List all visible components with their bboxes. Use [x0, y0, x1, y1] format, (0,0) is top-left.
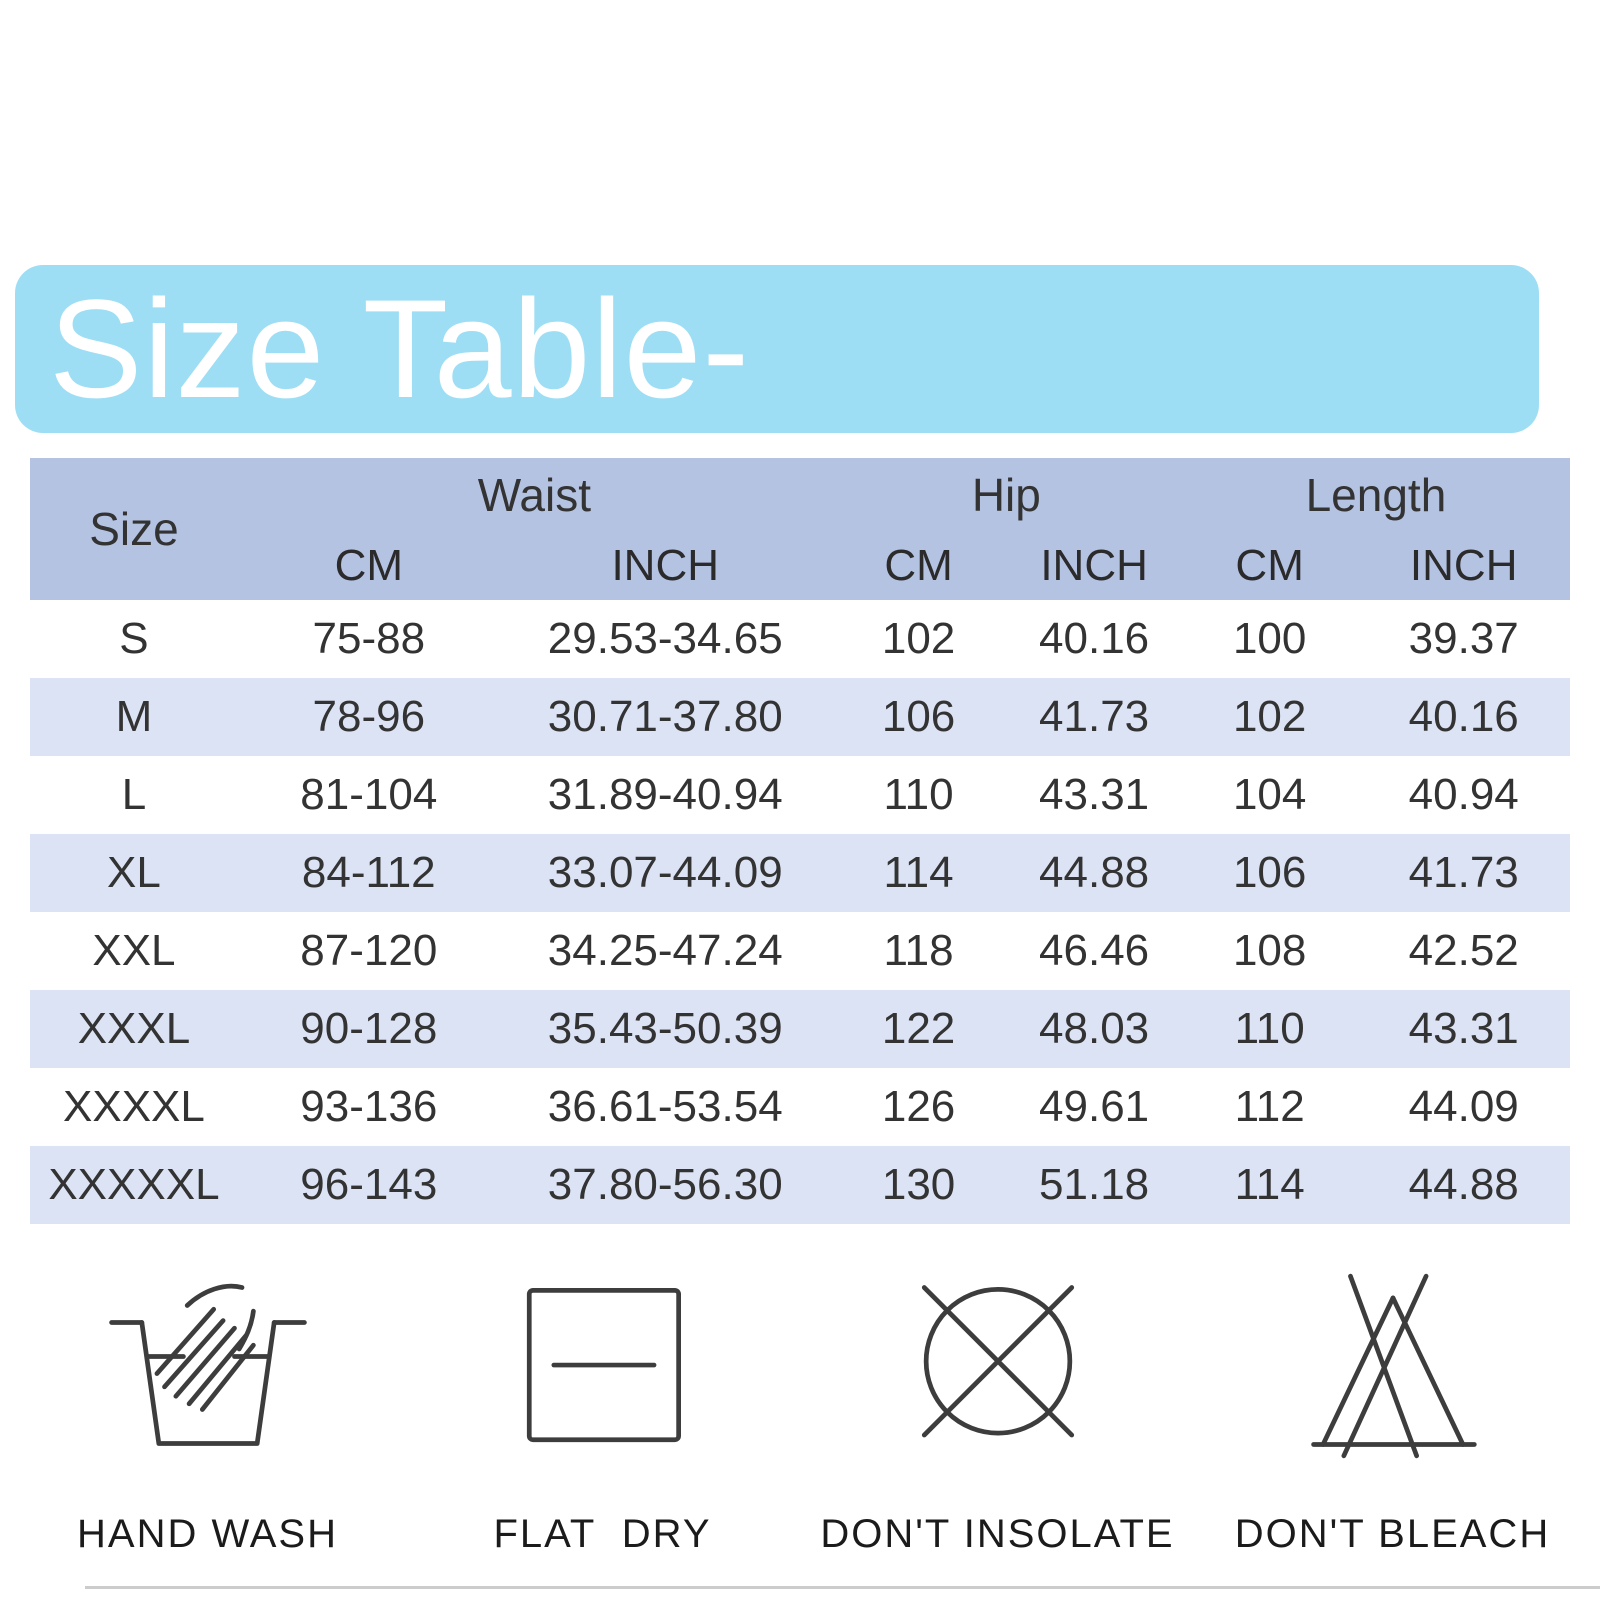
waist-inch-cell: 31.89-40.94: [547, 770, 783, 819]
length-inch-cell: 41.73: [1408, 848, 1519, 897]
size-table-header: Size Waist Hip Length CM INCH CM INCH CM…: [30, 458, 1570, 600]
length-cm-cell: 110: [1234, 1004, 1305, 1053]
hip-inch-cell: 43.31: [1039, 770, 1150, 819]
col-header-length: Length: [1181, 458, 1570, 532]
waist-cm-cell: 84-112: [301, 848, 436, 897]
size-cell: XXXL: [77, 1004, 191, 1053]
length-inch-cell: 44.88: [1408, 1160, 1519, 1209]
length-inch-cell: 42.52: [1408, 926, 1519, 975]
size-table-body: S 75-88 29.53-34.65 102 40.16 100 39.37 …: [30, 600, 1570, 1224]
table-row-xxxxxl: XXXXXL 96-143 37.80-56.30 130 51.18 114 …: [30, 1146, 1570, 1224]
table-row-s: S 75-88 29.53-34.65 102 40.16 100 39.37: [30, 600, 1570, 678]
hip-cm-cell: 126: [881, 1082, 956, 1131]
length-cm-cell: 114: [1234, 1160, 1305, 1209]
waist-inch-cell: 34.25-47.24: [547, 926, 783, 975]
hip-inch-cell: 41.73: [1039, 692, 1150, 741]
waist-cm-cell: 90-128: [300, 1004, 438, 1053]
flat-dry-icon: [526, 1288, 681, 1443]
hip-inch-cell: 44.88: [1039, 848, 1150, 897]
table-row-xxxl: XXXL 90-128 35.43-50.39 122 48.03 110 43…: [30, 990, 1570, 1068]
care-label: FLAT DRY: [493, 1512, 712, 1556]
care-item-flat-dry: FLAT DRY: [493, 1262, 711, 1557]
hip-cm-cell: 118: [883, 926, 954, 975]
dont-insolate-icon: [921, 1285, 1074, 1438]
table-row-m: M 78-96 30.71-37.80 106 41.73 102 40.16: [30, 678, 1570, 756]
waist-cm-cell: 87-120: [300, 926, 438, 975]
length-inch-cell: 43.31: [1408, 1004, 1519, 1053]
waist-inch-cell: 33.07-44.09: [547, 848, 783, 897]
hip-cm-cell: 110: [883, 770, 954, 819]
waist-inch-cell: 35.43-50.39: [547, 1004, 783, 1053]
length-cm-cell: 102: [1232, 692, 1307, 741]
care-item-dont-bleach: DON'T BLEACH: [1235, 1262, 1550, 1557]
size-cell: S: [119, 614, 149, 663]
table-row-xl: XL 84-112 33.07-44.09 114 44.88 106 41.7…: [30, 834, 1570, 912]
table-row-l: L 81-104 31.89-40.94 110 43.31 104 40.94: [30, 756, 1570, 834]
care-instructions: HAND WASH FLAT DRY DON'T INSOLATE: [10, 1262, 1590, 1557]
length-inch-cell: 40.16: [1408, 692, 1519, 741]
page-title: Size Table-: [49, 270, 751, 427]
size-table: Size Waist Hip Length CM INCH CM INCH CM…: [30, 458, 1570, 1224]
col-header-waist: Waist: [237, 458, 831, 532]
table-row-xxl: XXL 87-120 34.25-47.24 118 46.46 108 42.…: [30, 912, 1570, 990]
care-label: DON'T INSOLATE: [820, 1512, 1175, 1556]
length-inch-cell: 40.94: [1408, 770, 1519, 819]
bottom-divider: [85, 1586, 1600, 1589]
length-cm-cell: 112: [1234, 1082, 1305, 1131]
waist-cm-cell: 93-136: [300, 1082, 438, 1131]
length-cm-cell: 108: [1232, 926, 1307, 975]
col-header-hip: Hip: [830, 458, 1182, 532]
hip-inch-cell: 51.18: [1039, 1160, 1150, 1209]
size-cell: XXL: [92, 926, 176, 975]
hip-inch-cell: 49.61: [1039, 1082, 1150, 1131]
waist-cm-cell: 96-143: [300, 1160, 438, 1209]
waist-inch-cell: 30.71-37.80: [547, 692, 783, 741]
dont-bleach-icon: [1310, 1273, 1477, 1459]
length-inch-cell: 44.09: [1408, 1082, 1519, 1131]
care-item-hand-wash: HAND WASH: [77, 1262, 338, 1557]
waist-inch-cell: 36.61-53.54: [547, 1082, 783, 1131]
length-inch-cell: 39.37: [1408, 614, 1519, 663]
care-item-dont-insolate: DON'T INSOLATE: [820, 1262, 1174, 1557]
care-label: HAND WASH: [77, 1512, 338, 1556]
title-banner: Size Table-: [15, 265, 1539, 433]
hip-cm-cell: 122: [881, 1004, 956, 1053]
hip-cm-cell: 102: [881, 614, 956, 663]
hand-wash-icon: [108, 1283, 307, 1446]
col-subheader-length-inch: INCH: [1357, 532, 1570, 600]
waist-inch-cell: 37.80-56.30: [547, 1160, 783, 1209]
waist-cm-cell: 75-88: [312, 614, 426, 663]
table-row-xxxxl: XXXXL 93-136 36.61-53.54 126 49.61 112 4…: [30, 1068, 1570, 1146]
col-subheader-hip-inch: INCH: [1006, 532, 1182, 600]
hip-inch-cell: 46.46: [1039, 926, 1150, 975]
waist-inch-cell: 29.53-34.65: [547, 614, 783, 663]
hip-cm-cell: 114: [883, 848, 954, 897]
col-subheader-waist-inch: INCH: [499, 532, 831, 600]
size-cell: M: [115, 692, 153, 741]
col-subheader-waist-cm: CM: [237, 532, 500, 600]
col-header-size: Size: [30, 458, 238, 600]
length-cm-cell: 106: [1232, 848, 1307, 897]
care-label: DON'T BLEACH: [1234, 1512, 1551, 1556]
waist-cm-cell: 81-104: [300, 770, 438, 819]
hip-cm-cell: 106: [881, 692, 956, 741]
hip-inch-cell: 40.16: [1039, 614, 1150, 663]
length-cm-cell: 100: [1232, 614, 1307, 663]
waist-cm-cell: 78-96: [312, 692, 426, 741]
size-cell: XXXXL: [63, 1082, 205, 1131]
length-cm-cell: 104: [1232, 770, 1307, 819]
hip-cm-cell: 130: [881, 1160, 956, 1209]
size-cell: L: [121, 770, 147, 819]
col-subheader-length-cm: CM: [1181, 532, 1358, 600]
size-cell: XL: [107, 848, 161, 897]
size-cell: XXXXXL: [48, 1160, 220, 1209]
col-subheader-hip-cm: CM: [830, 532, 1007, 600]
hip-inch-cell: 48.03: [1039, 1004, 1150, 1053]
